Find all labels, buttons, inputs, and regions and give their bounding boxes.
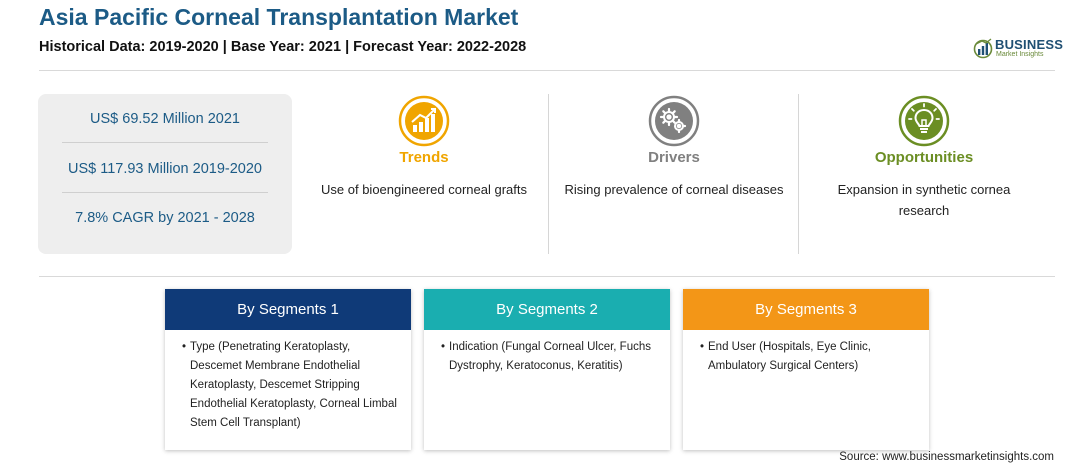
stat-market-size-historical: US$ 117.93 Million 2019-2020 xyxy=(67,161,262,177)
globe-bars-icon xyxy=(973,38,993,59)
segment-text: Type (Penetrating Keratoplasty, Descemet… xyxy=(190,341,397,429)
logo-name: BUSINESS xyxy=(995,37,1064,52)
stat-divider xyxy=(62,192,268,193)
segment-card-3: By Segments 3 • End User (Hospitals, Eye… xyxy=(683,289,929,450)
segment-text: End User (Hospitals, Eye Clinic, Ambulat… xyxy=(708,341,871,372)
market-stats-panel: US$ 69.52 Million 2021 US$ 117.93 Millio… xyxy=(38,94,292,254)
segment-text: Indication (Fungal Corneal Ulcer, Fuchs … xyxy=(449,341,651,372)
factor-description: Expansion in synthetic cornea research xyxy=(837,182,1011,218)
segment-list-item: • End User (Hospitals, Eye Clinic, Ambul… xyxy=(700,338,922,376)
factor-divider xyxy=(548,94,549,254)
segment-title: By Segments 3 xyxy=(683,289,929,330)
bullet-marker: • xyxy=(700,341,705,353)
factor-description: Use of bioengineered corneal grafts xyxy=(321,182,527,197)
factor-title: Trends xyxy=(399,149,449,166)
segment-list-item: • Indication (Fungal Corneal Ulcer, Fuch… xyxy=(441,338,663,376)
segment-title: By Segments 1 xyxy=(165,289,411,330)
factor-title: Drivers xyxy=(648,149,700,166)
lightbulb-icon xyxy=(898,95,950,147)
business-market-insights-logo: BUSINESS Market Insights xyxy=(973,36,1063,62)
logo-tagline: Market Insights xyxy=(996,51,1044,58)
source-credit: Source: www.businessmarketinsights.com xyxy=(839,451,1054,463)
segment-card-1: By Segments 1 • Type (Penetrating Kerato… xyxy=(165,289,411,450)
factor-description: Rising prevalence of corneal diseases xyxy=(564,182,784,197)
bullet-marker: • xyxy=(441,341,446,353)
segment-title: By Segments 2 xyxy=(424,289,670,330)
stat-divider xyxy=(62,142,268,143)
section-divider xyxy=(39,276,1055,277)
page-subtitle: Historical Data: 2019-2020 | Base Year: … xyxy=(39,39,527,55)
bullet-marker: • xyxy=(182,341,187,353)
factor-title: Opportunities xyxy=(874,149,974,166)
rising-chart-icon xyxy=(398,95,450,147)
page-title: Asia Pacific Corneal Transplantation Mar… xyxy=(39,4,519,30)
stat-cagr: 7.8% CAGR by 2021 - 2028 xyxy=(75,210,255,226)
header-divider xyxy=(39,70,1055,71)
stat-market-size-2021: US$ 69.52 Million 2021 xyxy=(90,111,240,127)
gears-icon xyxy=(648,95,700,147)
segment-card-2: By Segments 2 • Indication (Fungal Corne… xyxy=(424,289,670,450)
factor-divider xyxy=(798,94,799,254)
segment-list-item: • Type (Penetrating Keratoplasty, Descem… xyxy=(182,338,404,433)
